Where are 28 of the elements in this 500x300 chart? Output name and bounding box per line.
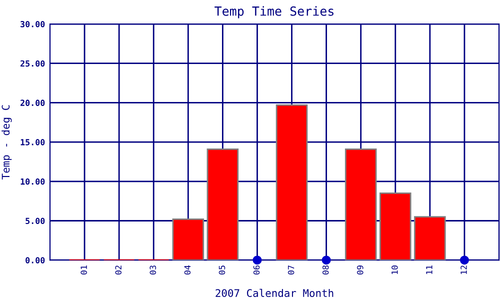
y-tick-label: 0.00 <box>26 257 45 264</box>
x-tick-label: 03 <box>150 266 156 274</box>
bar <box>172 218 204 260</box>
bar <box>206 148 239 260</box>
bar <box>414 216 446 260</box>
x-tick-label: 10 <box>392 266 398 274</box>
y-tick-label: 25.00 <box>20 60 45 67</box>
y-tick-label: 5.00 <box>26 218 45 224</box>
x-tick-label: 04 <box>184 265 191 274</box>
x-tick-label: 02 <box>115 266 122 274</box>
chart-title: Temp Time Series <box>214 6 334 18</box>
bar <box>379 192 412 260</box>
x-tick-label: 07 <box>288 266 294 274</box>
y-tick-label: 10.00 <box>20 178 45 185</box>
y-tick-label: 30.00 <box>20 20 45 28</box>
x-tick-label: 12 <box>460 266 467 274</box>
bar <box>276 104 308 260</box>
y-axis-title: Temp - deg C <box>2 105 12 180</box>
y-tick-label: 20.00 <box>20 100 45 106</box>
x-tick-label: 06 <box>253 266 260 274</box>
x-tick-label: 09 <box>356 266 364 274</box>
y-tick-label: 15.00 <box>20 139 45 146</box>
x-tick-label: 01 <box>80 266 87 274</box>
bar <box>344 148 377 260</box>
x-axis-title: 2007 Calendar Month <box>216 288 334 297</box>
x-tick-label: 05 <box>218 266 226 274</box>
x-tick-label: 08 <box>322 265 329 274</box>
x-tick-label: 11 <box>426 266 432 274</box>
